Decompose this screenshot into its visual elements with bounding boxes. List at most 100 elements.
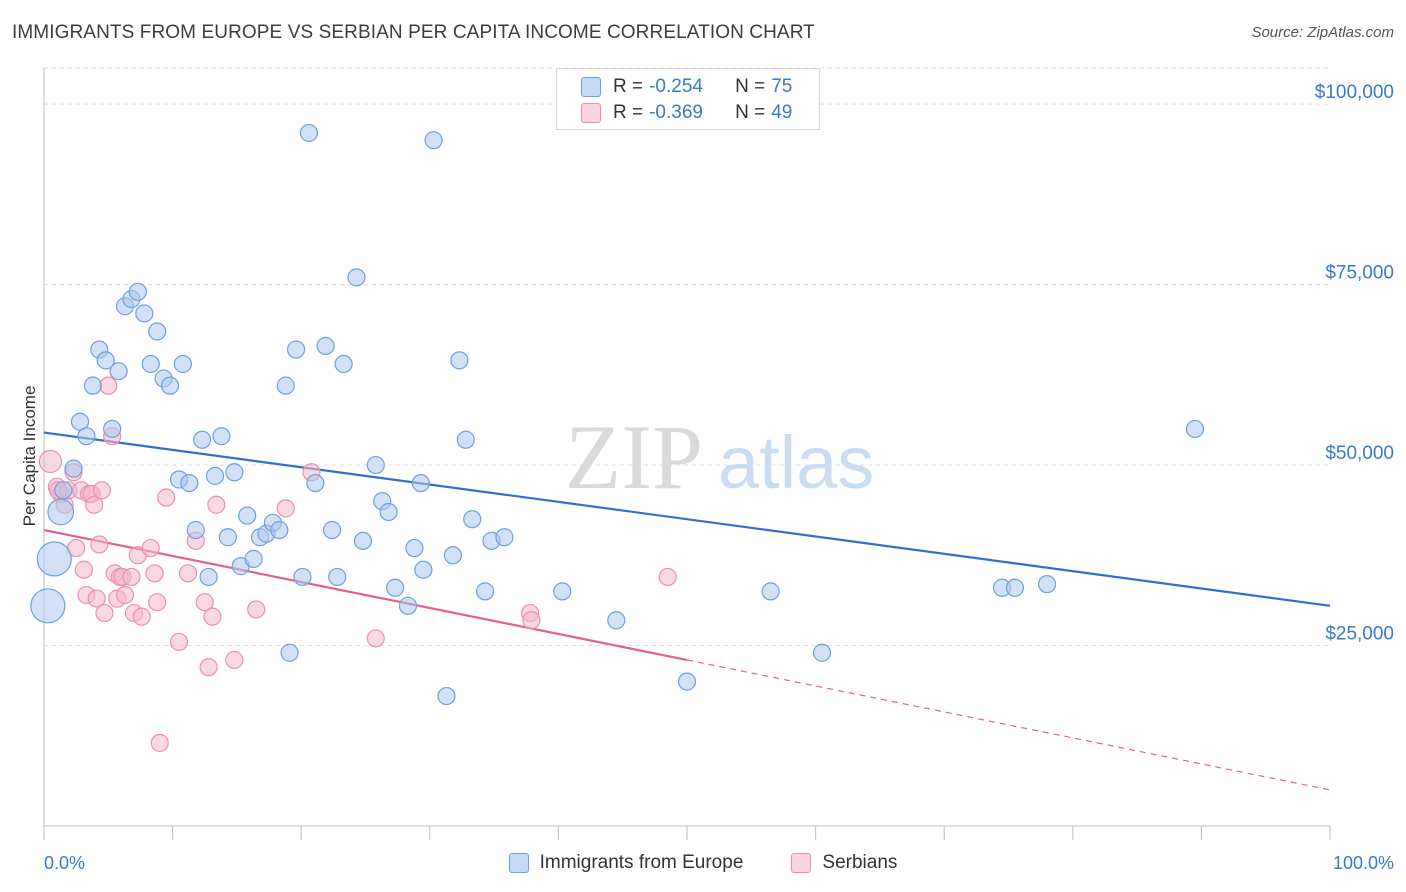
point-serbians [203, 607, 222, 626]
trend-line-serbians-extrapolated [686, 659, 1331, 791]
point-serbians [99, 376, 118, 395]
point-serbians [145, 564, 164, 583]
point-immigrants [205, 466, 225, 485]
y-tick-label: $50,000 [1325, 443, 1394, 464]
point-immigrants [36, 541, 72, 577]
legend-n-label: N = [735, 102, 766, 123]
point-serbians [178, 564, 198, 583]
point-serbians [122, 567, 141, 587]
x-axis-ticks [43, 826, 1331, 840]
point-serbians [658, 567, 677, 587]
legend-n-value: 49 [771, 102, 793, 123]
series-swatch-blue [508, 853, 529, 873]
point-immigrants [398, 596, 418, 615]
point-serbians [276, 499, 295, 518]
point-serbians [92, 481, 111, 500]
point-serbians [90, 535, 109, 554]
point-serbians [522, 611, 541, 630]
point-immigrants [244, 549, 263, 568]
point-immigrants [437, 686, 456, 706]
point-immigrants [1037, 575, 1057, 594]
series-swatch-pink [791, 853, 812, 873]
legend-r-label: R = [613, 76, 644, 97]
point-immigrants [306, 473, 325, 493]
watermark: ZIP atlas [565, 406, 874, 508]
point-serbians [38, 449, 63, 474]
correlation-legend: R = -0.254 N = 75 R = -0.369 N = 49 [556, 68, 820, 130]
point-immigrants [379, 502, 398, 522]
point-immigrants [96, 351, 115, 370]
legend-r-label: R = [613, 102, 644, 123]
point-immigrants [385, 578, 405, 597]
point-serbians [74, 560, 93, 579]
point-immigrants [225, 463, 244, 482]
point-immigrants [677, 672, 697, 691]
point-immigrants [1005, 578, 1025, 597]
legend-row-serbians: R = -0.369 N = 49 [581, 101, 792, 125]
legend-n-label: N = [735, 76, 766, 97]
point-immigrants [77, 427, 96, 446]
point-immigrants [160, 376, 180, 395]
point-immigrants [347, 268, 366, 287]
y-tick-label: $25,000 [1325, 624, 1394, 645]
legend-r-value: -0.369 [649, 102, 703, 123]
point-serbians [225, 650, 244, 670]
legend-row-immigrants: R = -0.254 N = 75 [581, 75, 792, 99]
series-legend-immigrants: Immigrants from Europe [508, 852, 744, 874]
point-immigrants [353, 531, 373, 550]
x-tick-label-left: 0.0% [44, 853, 85, 873]
legend-swatch-pink [581, 103, 601, 123]
legend-swatch-blue [581, 77, 601, 97]
point-immigrants [456, 430, 475, 449]
point-immigrants [173, 354, 192, 374]
point-immigrants [424, 131, 443, 150]
legend-r-value: -0.254 [649, 76, 703, 97]
series-legend-label: Serbians [822, 852, 898, 873]
point-immigrants [30, 588, 66, 624]
point-immigrants [286, 340, 306, 359]
point-immigrants [414, 560, 433, 579]
point-immigrants [1185, 419, 1205, 439]
point-immigrants [193, 430, 212, 449]
point-immigrants [47, 498, 75, 526]
point-serbians [157, 488, 176, 507]
series-legend-serbians: Serbians [791, 852, 897, 874]
point-serbians [169, 632, 189, 652]
point-serbians [195, 593, 214, 612]
x-tick-label-right: 100.0% [1333, 853, 1394, 873]
point-immigrants [83, 376, 102, 395]
point-immigrants [135, 304, 154, 323]
data-points [30, 123, 1205, 753]
point-serbians [87, 589, 106, 608]
point-serbians [148, 593, 167, 612]
point-immigrants [761, 582, 780, 601]
point-immigrants [186, 520, 205, 540]
chart-source: Source: ZipAtlas.com [1251, 24, 1394, 41]
series-legend: Immigrants from Europe Serbians [0, 852, 1406, 874]
point-immigrants [328, 567, 347, 587]
point-immigrants [450, 351, 469, 370]
point-immigrants [293, 567, 312, 587]
point-immigrants [103, 419, 122, 439]
point-immigrants [322, 520, 342, 540]
point-immigrants [495, 528, 514, 547]
point-immigrants [334, 354, 353, 374]
point-serbians [207, 495, 226, 514]
trend-line-immigrants [43, 431, 1331, 607]
point-immigrants [180, 473, 199, 493]
point-serbians [247, 600, 266, 619]
point-immigrants [553, 582, 572, 601]
point-immigrants [411, 473, 430, 493]
point-immigrants [299, 123, 319, 143]
point-immigrants [405, 538, 424, 558]
point-immigrants [463, 510, 482, 529]
y-axis-title: Per Capita Income [20, 386, 39, 527]
point-serbians [115, 585, 135, 605]
point-immigrants [54, 481, 73, 500]
y-axis-tick-labels: $25,000 $50,000 $75,000 $100,000 [1315, 82, 1394, 644]
series-legend-label: Immigrants from Europe [539, 852, 744, 873]
point-immigrants [64, 459, 83, 478]
watermark-zip: ZIP [565, 406, 703, 508]
point-immigrants [316, 336, 335, 356]
